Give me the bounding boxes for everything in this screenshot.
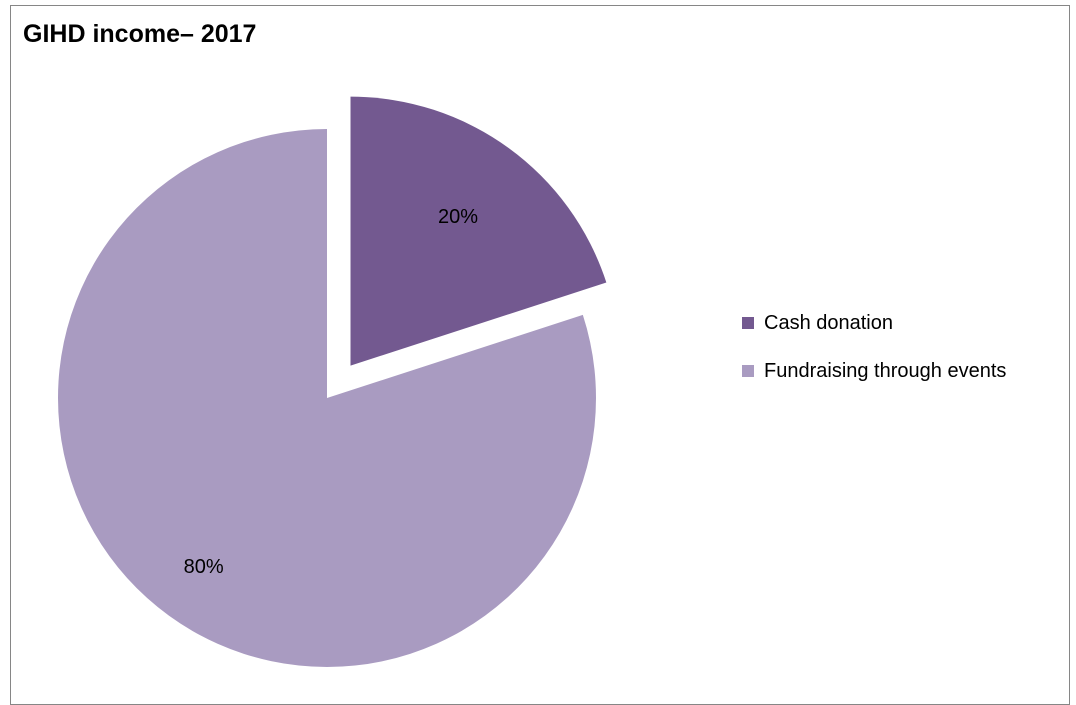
data-label-fundraising-through-events: 80% xyxy=(184,556,224,578)
data-label-cash-donation: 20% xyxy=(438,206,478,228)
legend-swatch-fundraising xyxy=(742,365,754,377)
chart-legend: Cash donation Fundraising through events xyxy=(742,310,1006,406)
legend-item-cash-donation: Cash donation xyxy=(742,310,1006,336)
legend-label-fundraising: Fundraising through events xyxy=(764,360,1006,383)
legend-label-cash-donation: Cash donation xyxy=(764,312,893,335)
legend-item-fundraising: Fundraising through events xyxy=(742,358,1006,384)
legend-swatch-cash-donation xyxy=(742,317,754,329)
